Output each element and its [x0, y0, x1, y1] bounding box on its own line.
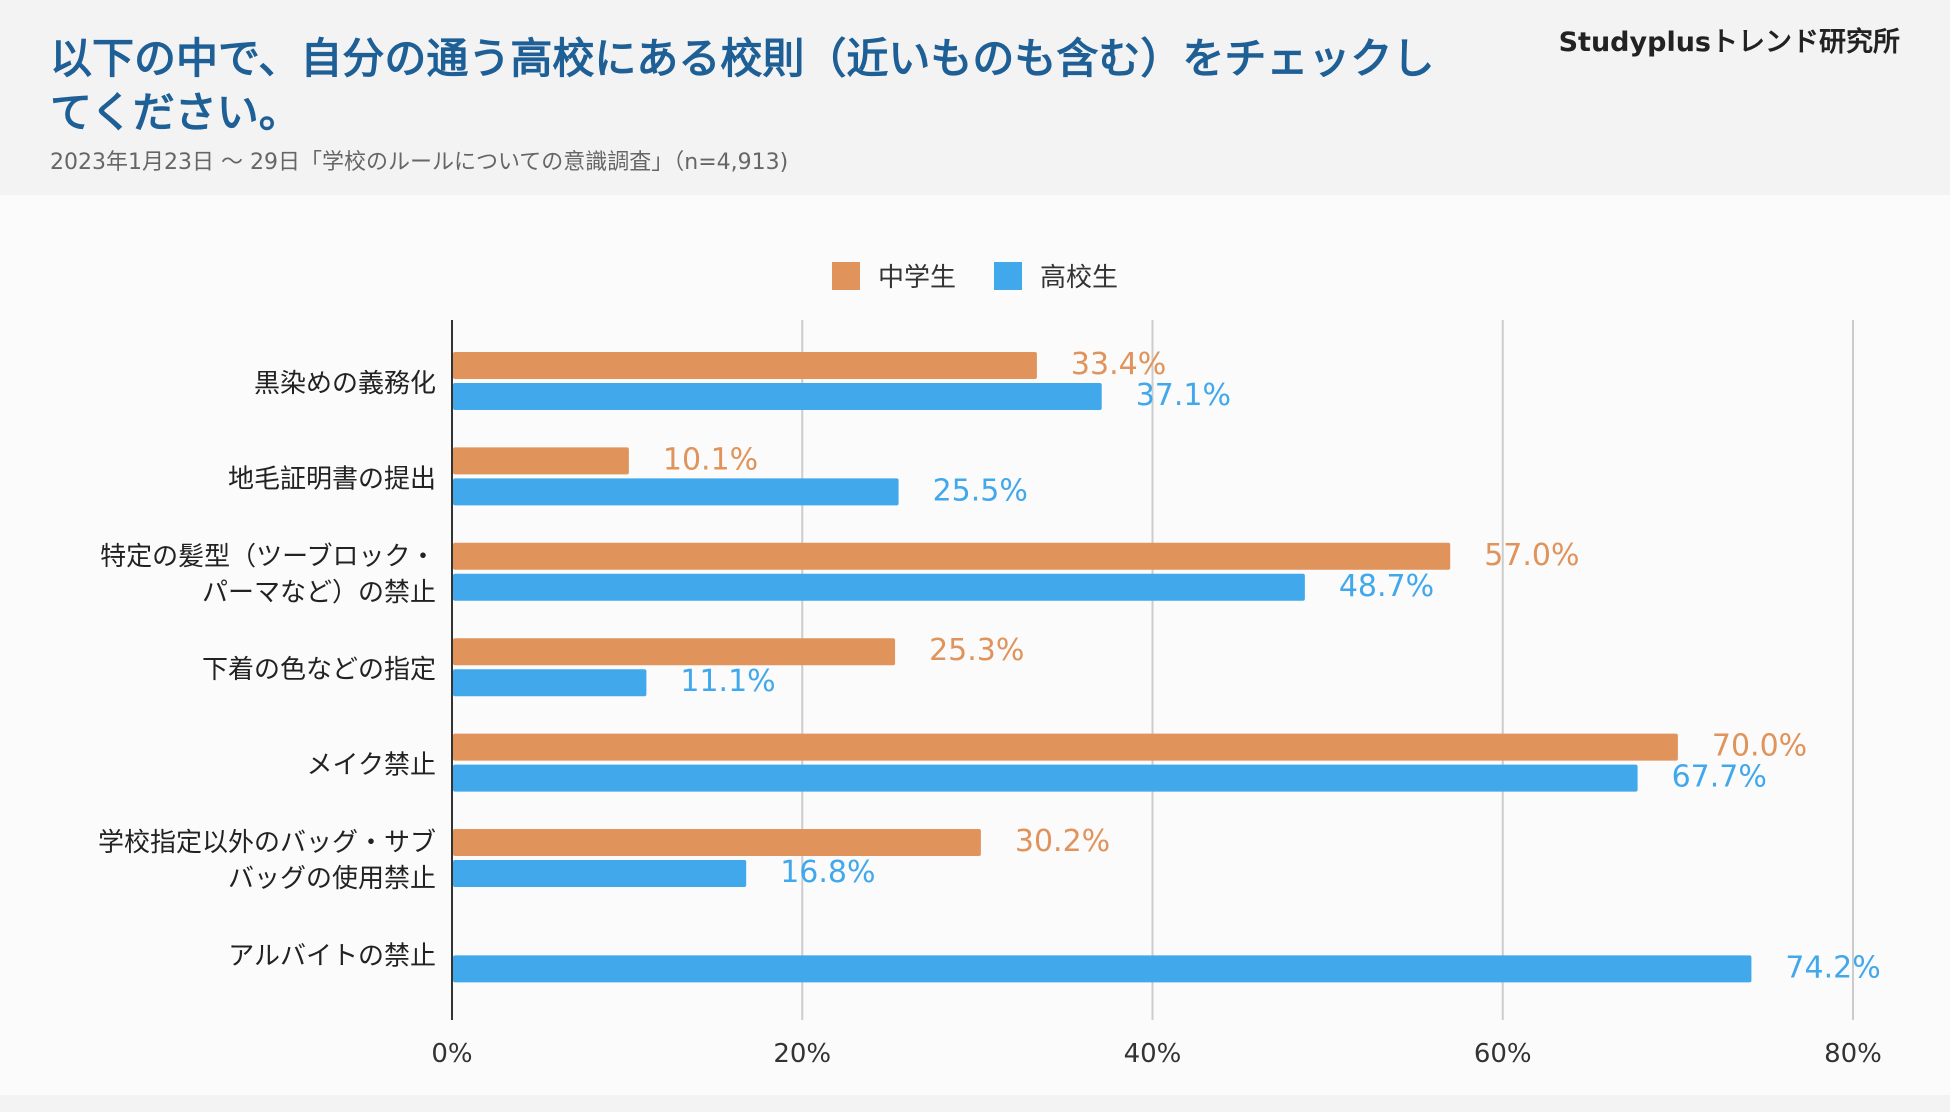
chart-title: 以下の中で、自分の通う高校にある校則（近いものも含む）をチェックしてください。 [50, 34, 1435, 137]
chart-panel: 中学生 高校生 0% 20% 40% 60% 80% 33.4% 37.1% 黒染めの義務化 1… [0, 195, 1950, 1095]
legend-label-high: 高校生 [1040, 263, 1119, 293]
category-label: 黒染めの義務化 [254, 369, 436, 399]
bar-middle [453, 829, 981, 856]
bar-middle [453, 542, 1451, 570]
bar-high [453, 573, 1305, 601]
category-label: アルバイトの禁止 [228, 941, 436, 971]
data-label: 74.2% [1785, 950, 1880, 985]
bar-chart: 0% 20% 40% 60% 80% 33.4%37.1% 黒染めの義務化 10.1% 25.5… [98, 320, 1882, 1069]
legend-label-middle: 中学生 [877, 263, 956, 293]
data-label: 25.5% [933, 473, 1028, 508]
header: 以下の中で、自分の通う高校にある校則（近いものも含む）をチェックしてください。 … [0, 0, 1950, 195]
x-tick-label: 20% [773, 1039, 831, 1069]
bar-high [453, 669, 647, 697]
data-label: 11.1% [680, 664, 775, 699]
bar-middle [453, 638, 896, 666]
data-label: 48.7% [1339, 569, 1434, 604]
data-label: 67.7% [1672, 760, 1767, 795]
data-label: 10.1% [663, 442, 758, 477]
data-label: 30.2% [1015, 824, 1110, 859]
bar-high [453, 955, 1752, 983]
category-label: 学校指定以外のバッグ・サブ [98, 828, 436, 858]
brand-logo-text: Studyplusトレンド研究所 [1558, 27, 1900, 58]
category-label: メイク禁止 [307, 751, 436, 781]
category-label: 地毛証明書の提出 [228, 464, 436, 494]
bar-high [453, 764, 1638, 792]
legend-item-middle: 中学生 [831, 257, 956, 294]
bar-middle [453, 352, 1037, 379]
bar-high [453, 860, 747, 887]
bar-high [453, 478, 899, 506]
legend-swatch-middle [831, 261, 860, 290]
data-label: 70.0% [1712, 729, 1807, 764]
x-tick-label: 80% [1824, 1039, 1882, 1069]
data-label: 16.8% [780, 855, 875, 890]
bar-middle [453, 447, 629, 475]
bar-high [453, 383, 1102, 410]
bar-middle [453, 733, 1678, 761]
data-label: 37.1% [1136, 378, 1231, 413]
legend: 中学生 高校生 [0, 257, 1950, 294]
legend-item-high: 高校生 [994, 257, 1118, 294]
data-label: 25.3% [929, 633, 1024, 668]
data-label: 33.4% [1071, 347, 1166, 382]
legend-swatch-high [994, 261, 1022, 290]
category-label: 特定の髪型（ツーブロック・ [100, 542, 436, 572]
category-label: バッグの使用禁止 [228, 864, 436, 894]
category-label: 下着の色などの指定 [202, 655, 436, 685]
data-label: 57.0% [1484, 538, 1579, 573]
survey-subtitle: 2023年1月23日 〜 29日「学校のルールについての意識調査」（n=4,91… [50, 150, 789, 175]
x-tick-label: 40% [1124, 1039, 1182, 1069]
x-tick-label: 0% [431, 1039, 472, 1069]
category-label: パーマなど）の禁止 [202, 578, 436, 608]
x-tick-label: 60% [1474, 1039, 1532, 1069]
